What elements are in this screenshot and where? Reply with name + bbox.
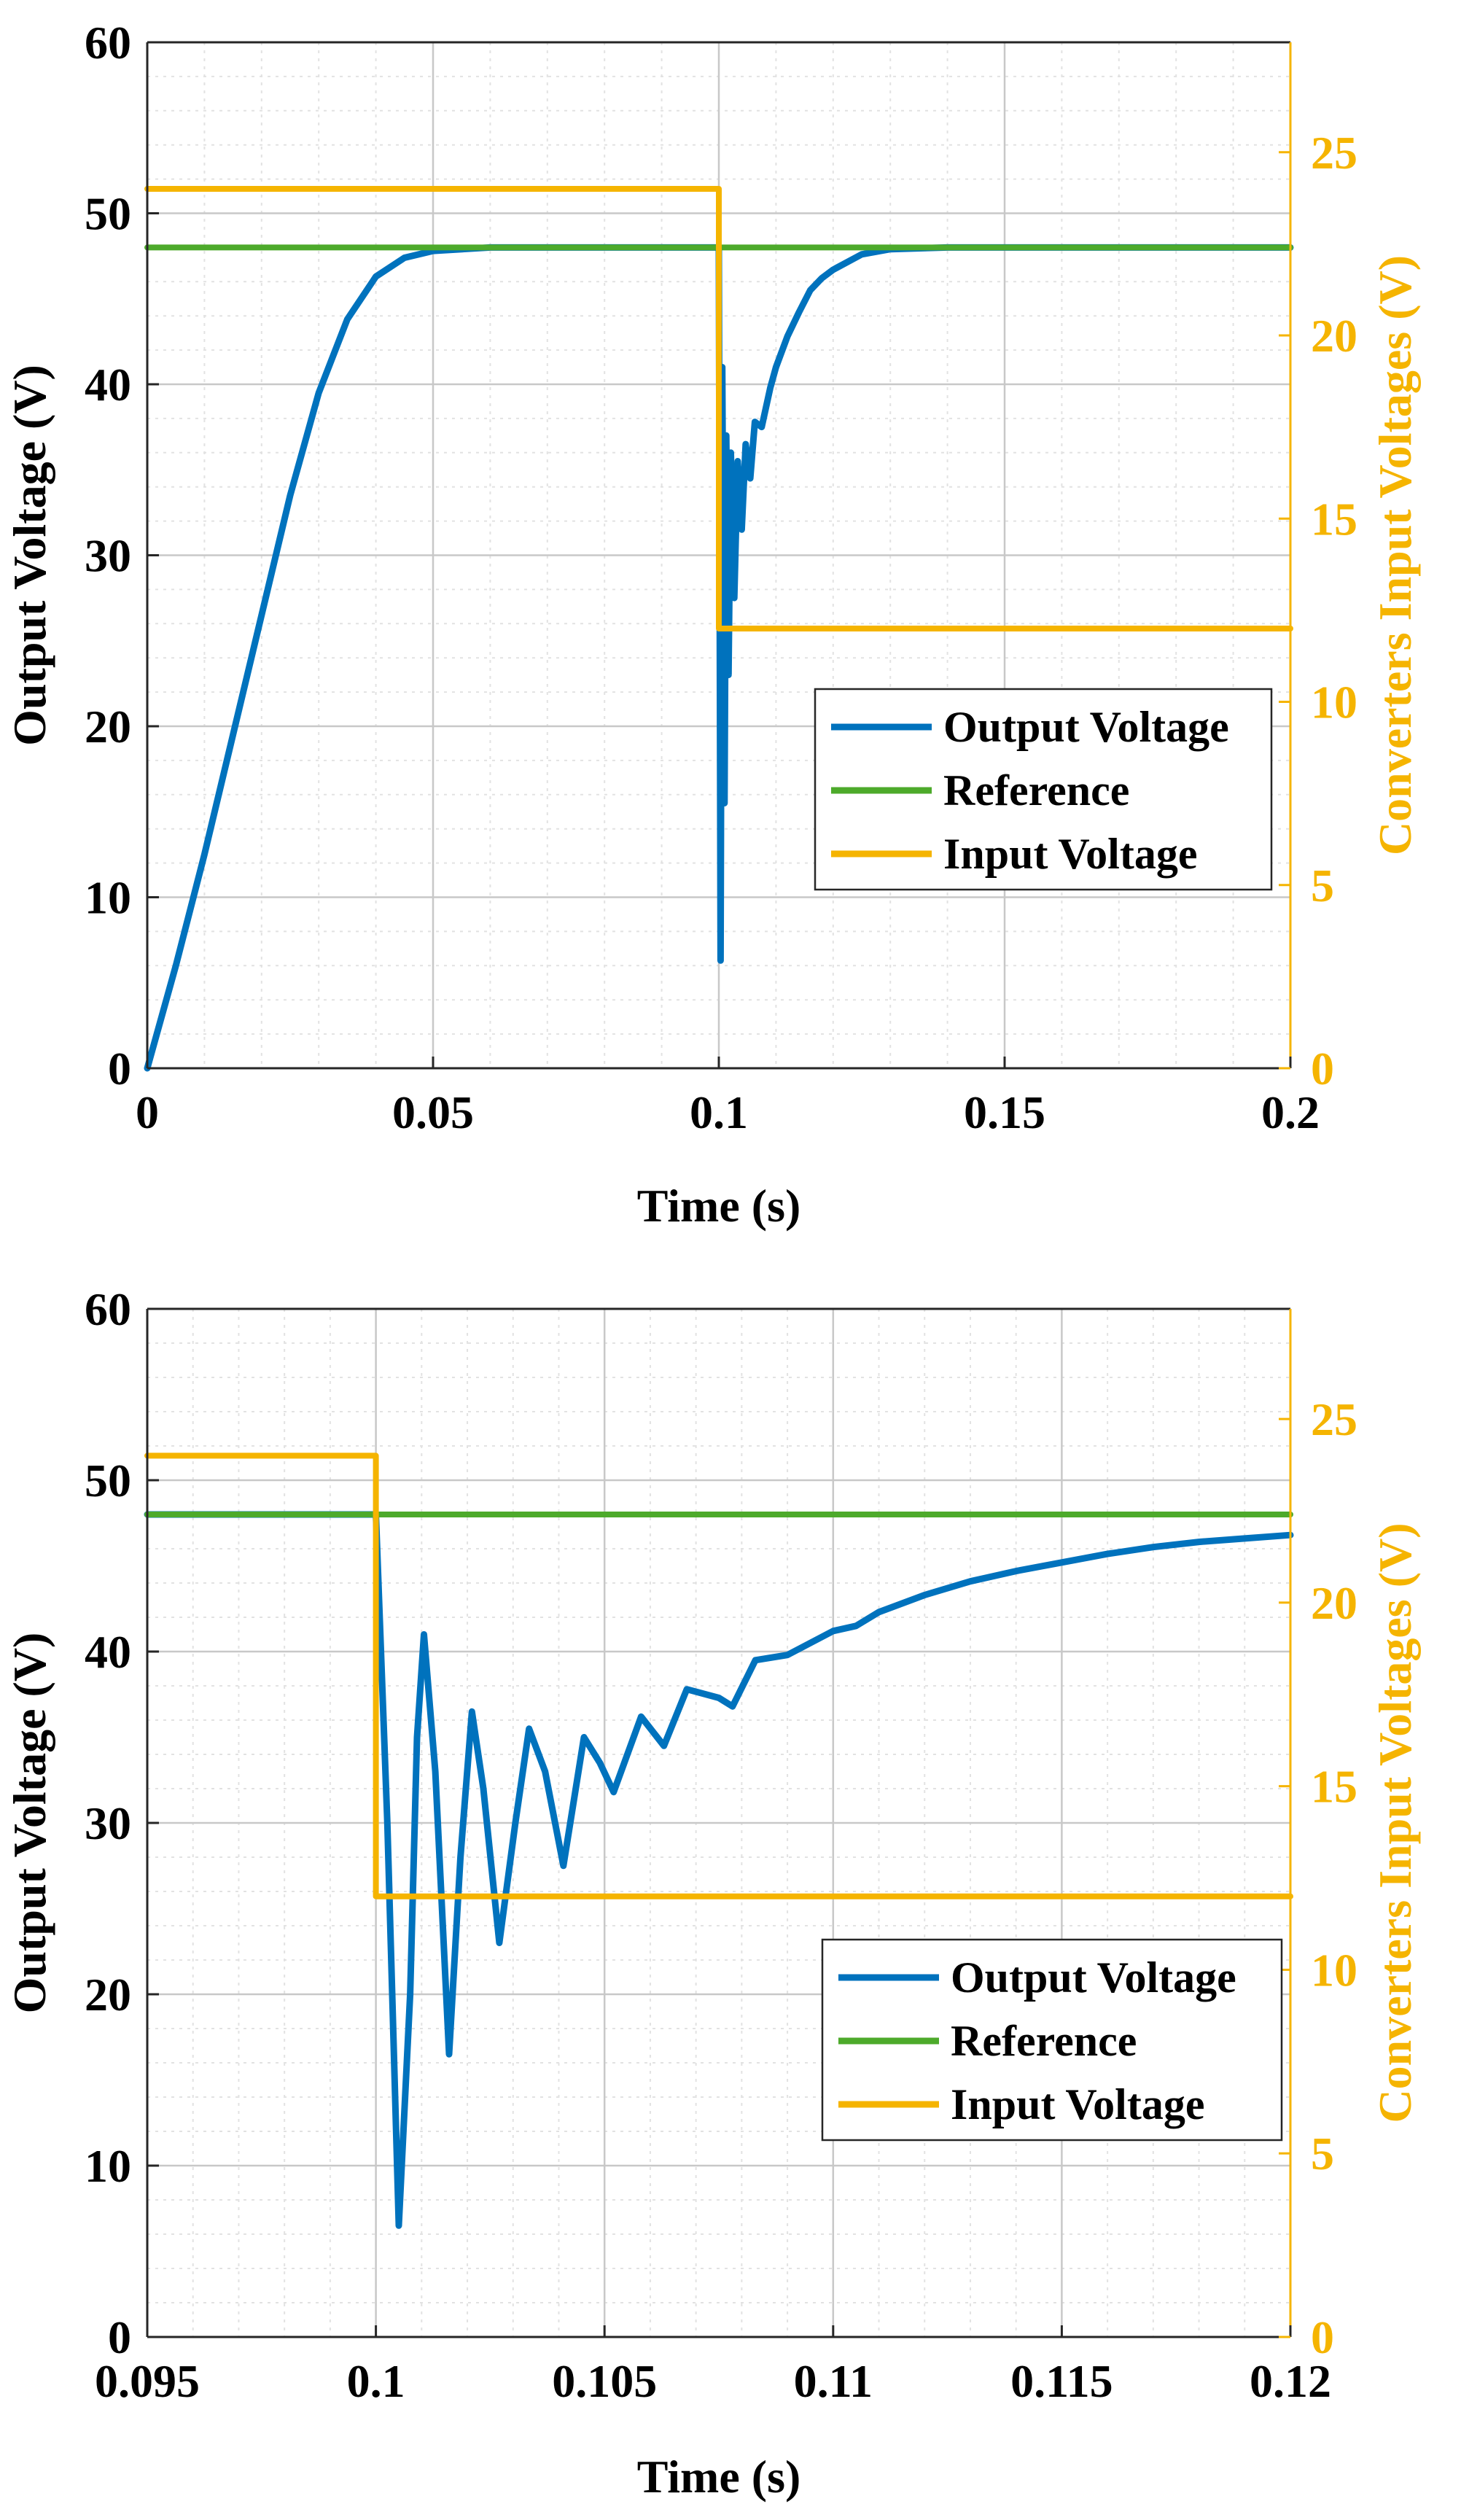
- bottom-chart: 0.095 0.1 0.105 0.11 0.115 0.1201020304050600…: [4, 1283, 1421, 2502]
- y2-tick-label: 20: [1311, 310, 1357, 362]
- y-tick-label: 30: [85, 1797, 131, 1849]
- y2-tick-label: 5: [1311, 860, 1334, 911]
- y2-tick-label: 25: [1311, 1393, 1357, 1445]
- legend-label-reference: Reference: [951, 2017, 1137, 2065]
- x-tick-label: 0.11: [794, 2355, 873, 2407]
- x-tick-label: 0.1: [690, 1086, 748, 1138]
- x-tick-label: 0.105: [552, 2355, 657, 2407]
- legend-label-output: Output Voltage: [943, 703, 1229, 751]
- x-axis-title: Time (s): [637, 2451, 801, 2502]
- y-tick-label: 60: [85, 17, 131, 69]
- x-tick-label: 0.1: [347, 2355, 405, 2407]
- top-chart: 0 0.05 0.1 0.15 0.201020304050600510152025Ti…: [4, 17, 1421, 1232]
- x-tick-label: 0.095: [95, 2355, 200, 2407]
- y-tick-label: 20: [85, 1969, 131, 2021]
- legend-label-input: Input Voltage: [943, 830, 1197, 878]
- y-tick-label: 30: [85, 530, 131, 582]
- x-tick-label: 0: [136, 1086, 159, 1138]
- y-tick-label: 10: [85, 2140, 131, 2192]
- y-axis-title: Output Voltage (V): [4, 1633, 55, 2014]
- y2-axis-title: Converters Input Voltages (V): [1369, 1522, 1421, 2123]
- y-tick-label: 10: [85, 872, 131, 924]
- x-tick-label: 0.05: [392, 1086, 474, 1138]
- x-axis-title: Time (s): [637, 1180, 801, 1232]
- y-tick-label: 40: [85, 1626, 131, 1678]
- series-line-input: [144, 186, 1293, 631]
- y-tick-label: 20: [85, 701, 131, 752]
- legend-label-reference: Reference: [943, 766, 1129, 814]
- y-tick-label: 0: [108, 2311, 131, 2363]
- x-tick-label: 0.15: [964, 1086, 1045, 1138]
- x-tick-label: 0.2: [1261, 1086, 1320, 1138]
- y2-tick-label: 15: [1311, 493, 1357, 545]
- y-tick-label: 50: [85, 1455, 131, 1506]
- y-tick-label: 50: [85, 188, 131, 240]
- y2-tick-label: 0: [1311, 1043, 1334, 1094]
- legend-label-output: Output Voltage: [951, 1953, 1236, 2002]
- x-tick-label: 0.115: [1010, 2355, 1113, 2407]
- y2-tick-label: 10: [1311, 677, 1357, 728]
- y2-tick-label: 5: [1311, 2128, 1334, 2179]
- y-axis-title: Output Voltage (V): [4, 365, 55, 746]
- y-tick-label: 0: [108, 1043, 131, 1094]
- y2-tick-label: 15: [1311, 1761, 1357, 1813]
- y-tick-label: 60: [85, 1283, 131, 1335]
- series-line-input: [144, 1452, 1293, 1899]
- series-line-output: [144, 244, 1294, 1072]
- y-tick-label: 40: [85, 359, 131, 411]
- y2-axis-title: Converters Input Voltages (V): [1369, 255, 1421, 855]
- legend-label-input: Input Voltage: [951, 2080, 1204, 2128]
- x-tick-label: 0.12: [1250, 2355, 1331, 2407]
- y2-tick-label: 10: [1311, 1944, 1357, 1996]
- y2-tick-label: 25: [1311, 127, 1357, 179]
- y2-tick-label: 0: [1311, 2311, 1334, 2363]
- y2-tick-label: 20: [1311, 1577, 1357, 1629]
- series-line-output: [144, 1511, 1294, 2229]
